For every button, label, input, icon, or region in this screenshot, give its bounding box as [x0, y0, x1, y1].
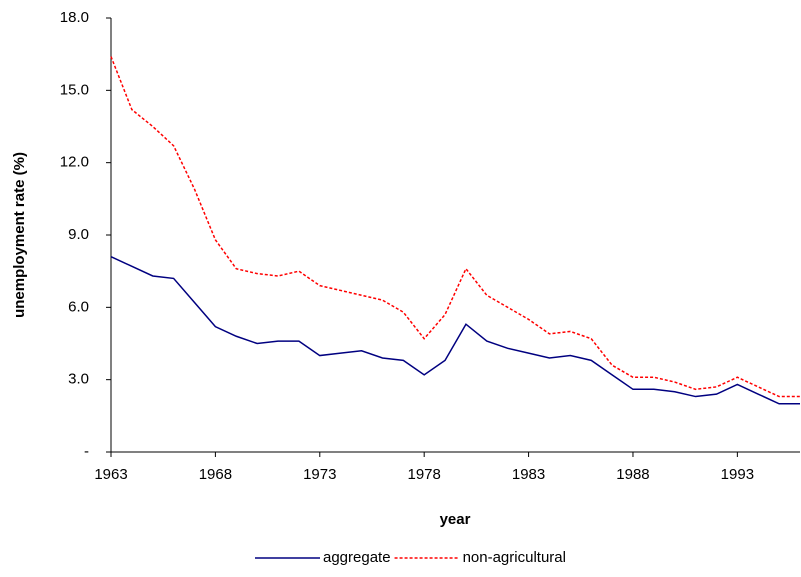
x-axis-label: year: [440, 511, 471, 528]
x-tick-label: 1988: [616, 466, 649, 483]
x-tick-label: 1978: [407, 466, 440, 483]
series-line: [110, 56, 800, 398]
x-tick-label: 1983: [512, 466, 545, 483]
x-tick-label: 1973: [303, 466, 336, 483]
legend-label: aggregate: [323, 549, 391, 566]
x-tick-label: 1968: [199, 466, 232, 483]
y-tick-label: 12.0: [60, 154, 89, 171]
legend-label: non-agricultural: [463, 549, 566, 566]
y-tick-label: 3.0: [68, 371, 89, 388]
y-tick-label: 6.0: [68, 298, 89, 315]
x-tick-label: 1963: [94, 466, 127, 483]
series-line: [110, 256, 800, 405]
y-tick-label: 15.0: [60, 81, 89, 98]
x-tick-label: 1993: [721, 466, 754, 483]
y-axis-label: unemployment rate (%): [11, 152, 28, 318]
y-tick-label: 18.0: [60, 9, 89, 26]
y-tick-label: 9.0: [68, 226, 89, 243]
y-tick-label: -: [84, 443, 89, 460]
